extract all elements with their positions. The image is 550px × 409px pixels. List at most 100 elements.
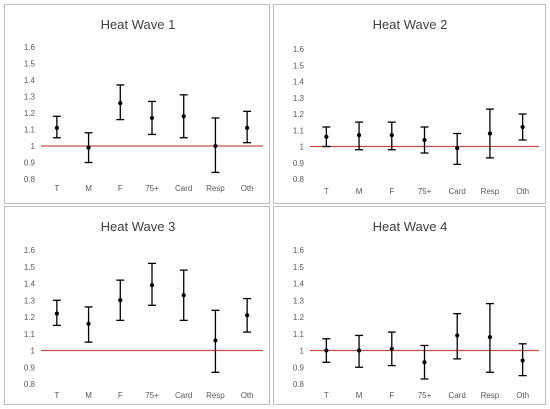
x-tick-label: Oth xyxy=(516,391,529,400)
y-tick-label: 1.2 xyxy=(293,313,305,322)
x-tick-label: Card xyxy=(449,391,466,400)
x-tick-label: 75+ xyxy=(418,187,432,196)
y-tick-label: 1 xyxy=(300,347,305,356)
point-estimate xyxy=(455,333,460,338)
error-bar-75+ xyxy=(148,100,156,136)
y-tick-label: 1.2 xyxy=(293,110,305,119)
y-tick-label: 1 xyxy=(300,143,305,152)
point-estimate xyxy=(324,134,329,139)
point-estimate xyxy=(181,293,186,298)
point-estimate xyxy=(213,143,218,149)
point-estimate xyxy=(324,348,329,353)
x-tick-label: M xyxy=(85,391,92,400)
y-tick-label: 0.9 xyxy=(293,159,305,168)
chart-panel-1: Heat Wave 1 0.8 0.9 1 1.1 1.2 1.3 1.4 1.5 1.6 T M F… xyxy=(4,4,270,204)
y-tick-label: 0.8 xyxy=(293,175,305,184)
x-tick-label: Oth xyxy=(516,187,529,196)
chart-2-svg: Heat Wave 2 0.8 0.9 1 1.1 1.2 1.3 1.4 1.5 1.6 T M F… xyxy=(293,17,539,196)
y-tick-label: 1.5 xyxy=(293,61,305,70)
y-tick-label: 0.8 xyxy=(24,175,36,184)
point-estimate xyxy=(118,101,123,106)
x-tick-label: T xyxy=(324,187,329,196)
error-bar-Card xyxy=(453,313,462,360)
y-tick-label: 1.5 xyxy=(24,263,36,272)
point-estimate xyxy=(455,146,460,151)
x-tick-label: Oth xyxy=(241,391,254,400)
y-tick-label: 1 xyxy=(31,142,36,151)
x-tick-label: Resp xyxy=(206,184,225,193)
x-tick-label: M xyxy=(356,187,363,196)
x-tick-label: Card xyxy=(175,391,192,400)
x-tick-label: Resp xyxy=(481,187,500,196)
y-tick-label: 1.3 xyxy=(293,296,305,305)
point-estimate xyxy=(487,335,493,340)
x-tick-label: Card xyxy=(175,184,192,193)
error-bar-F xyxy=(387,331,396,367)
error-bar-Resp xyxy=(485,302,494,373)
error-bar-T xyxy=(322,126,331,148)
point-estimate xyxy=(487,131,493,136)
y-tick-label: 1.3 xyxy=(24,296,36,305)
chart-title: Heat Wave 3 xyxy=(101,219,176,234)
point-estimate xyxy=(422,360,427,365)
chart-panel-3: Heat Wave 3 0.8 0.9 1 1.1 1.2 1.3 1.4 1.5 1.6 T M F… xyxy=(4,206,270,405)
y-tick-label: 1.1 xyxy=(24,126,36,135)
error-bar-T xyxy=(322,338,331,363)
y-tick-label: 1.6 xyxy=(24,43,36,52)
x-tick-label: Resp xyxy=(206,391,225,400)
error-bar-Card xyxy=(179,269,188,321)
x-tick-label: 75+ xyxy=(145,184,159,193)
chart-panel-4: Heat Wave 4 0.8 0.9 1 1.1 1.2 1.3 1.4 1.5 1.6 T M F… xyxy=(273,206,546,405)
x-tick-label: Card xyxy=(449,187,466,196)
y-tick-label: 0.9 xyxy=(24,159,36,168)
error-bar-75+ xyxy=(148,262,156,306)
y-tick-label: 1.4 xyxy=(293,280,305,289)
point-estimate xyxy=(245,125,250,130)
chart-title: Heat Wave 4 xyxy=(373,219,448,234)
y-tick-label: 0.9 xyxy=(293,363,305,372)
y-tick-label: 1 xyxy=(31,347,36,356)
chart-3-svg: Heat Wave 3 0.8 0.9 1 1.1 1.2 1.3 1.4 1.5 1.6 T M F… xyxy=(24,219,263,400)
y-tick-label: 1.1 xyxy=(293,330,305,339)
y-tick-label: 1.2 xyxy=(24,313,36,322)
error-bar-M xyxy=(355,121,364,151)
y-tick-label: 1.3 xyxy=(24,93,36,102)
x-tick-label: T xyxy=(54,184,59,193)
point-estimate xyxy=(356,348,362,353)
chart-title: Heat Wave 1 xyxy=(101,17,176,32)
point-estimate xyxy=(520,358,525,363)
y-tick-label: 0.9 xyxy=(24,363,36,372)
error-bar-F xyxy=(116,84,125,121)
error-bar-Resp xyxy=(211,117,220,174)
x-tick-label: T xyxy=(54,391,59,400)
x-tick-label: 75+ xyxy=(418,391,432,400)
y-tick-label: 1.6 xyxy=(293,246,305,255)
x-tick-label: F xyxy=(389,391,394,400)
error-bar-75+ xyxy=(420,344,429,380)
chart-panel-2: Heat Wave 2 0.8 0.9 1 1.1 1.2 1.3 1.4 1.5 1.6 T M F… xyxy=(273,4,546,204)
error-bar-Resp xyxy=(485,108,494,159)
point-estimate xyxy=(54,311,59,316)
point-estimate xyxy=(86,145,91,150)
chart-3-plot: 0.8 0.9 1 1.1 1.2 1.3 1.4 1.5 1.6 T M F 75+ Card Resp O… xyxy=(24,246,263,400)
x-tick-label: F xyxy=(118,184,123,193)
point-estimate xyxy=(181,114,186,119)
error-bar-Oth xyxy=(243,297,252,333)
error-bar-Card xyxy=(453,132,462,166)
x-tick-label: T xyxy=(324,391,329,400)
chart-4-plot: 0.8 0.9 1 1.1 1.2 1.3 1.4 1.5 1.6 T M F 75+ Card Resp O… xyxy=(293,246,539,400)
point-estimate xyxy=(389,133,394,138)
y-tick-label: 1.1 xyxy=(293,126,305,135)
point-estimate xyxy=(422,137,427,143)
point-estimate xyxy=(389,346,394,351)
x-tick-label: F xyxy=(118,391,123,400)
y-tick-label: 1.4 xyxy=(24,76,36,85)
x-tick-label: M xyxy=(85,184,92,193)
error-bar-75+ xyxy=(420,126,429,154)
error-bar-M xyxy=(84,132,93,164)
chart-4-svg: Heat Wave 4 0.8 0.9 1 1.1 1.2 1.3 1.4 1.5 1.6 T M F… xyxy=(293,219,539,400)
point-estimate xyxy=(149,115,155,121)
error-bar-F xyxy=(116,279,125,321)
y-tick-label: 0.8 xyxy=(24,380,36,389)
